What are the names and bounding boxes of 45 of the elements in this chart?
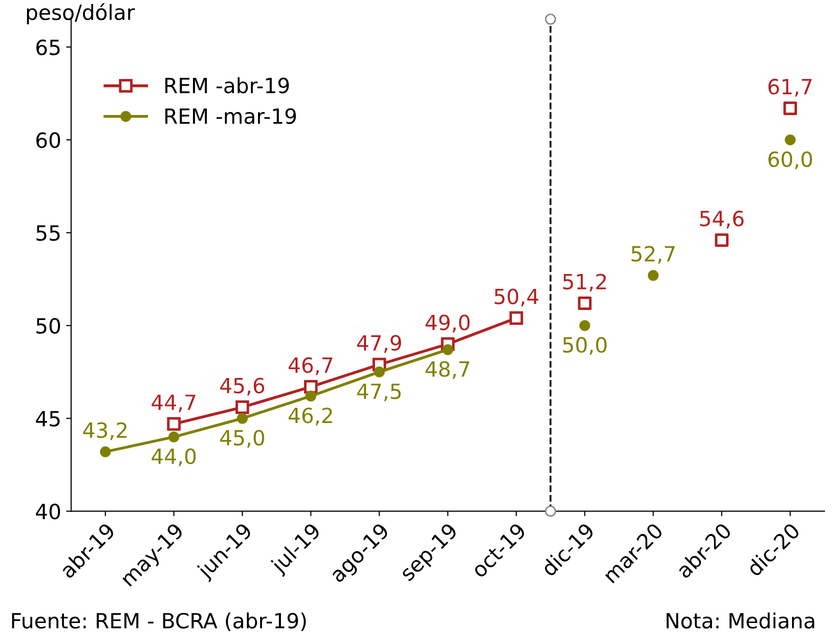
y-tick-label: 40 [36,504,60,520]
point [578,296,592,310]
data-label: 44,0 [152,448,196,466]
point [442,344,454,356]
point [784,134,796,146]
point [714,233,729,247]
point [168,432,180,442]
point [783,101,798,116]
y-tick-label: 65 [36,39,60,56]
point [648,270,659,281]
data-label: 44,7 [152,394,196,412]
point [579,320,590,331]
data-label: 43,2 [83,422,126,440]
y-tick-label: 55 [36,225,60,241]
point [236,400,250,414]
point [236,412,248,424]
data-label: 49,0 [426,314,470,332]
point [509,311,524,325]
data-label: 47,5 [357,384,401,402]
data-label: 46,2 [288,408,332,426]
y-tick-label: 60 [36,132,60,148]
point [305,390,316,402]
data-label: 54,6 [700,210,744,228]
legend-label: REM -abr-19 [165,77,289,94]
data-label: 60,0 [768,151,812,170]
y-tick-label: 45 [36,411,60,427]
data-label: 61,7 [768,78,812,97]
y-tick-label: 50 [36,318,60,334]
point [374,366,385,378]
source-note: Fuente: REM - BCRA (abr-19) [12,612,306,632]
point [100,446,111,458]
text: Nota: Mediana [666,612,814,629]
data-label: 50,0 [563,337,607,355]
y-axis-title: peso/dólar [27,3,135,24]
data-label: 50,4 [494,288,538,306]
data-label: 47,9 [357,335,402,353]
data-label: 45,6 [220,378,264,396]
data-label: 46,7 [288,357,332,376]
data-label: 45,0 [220,430,264,448]
data-label: 51,2 [563,274,606,292]
data-label: 52,7 [632,246,675,264]
point [167,417,181,431]
point [304,380,318,394]
data-label: 48,7 [426,361,470,380]
legend-label: REM -mar-19 [165,108,296,124]
